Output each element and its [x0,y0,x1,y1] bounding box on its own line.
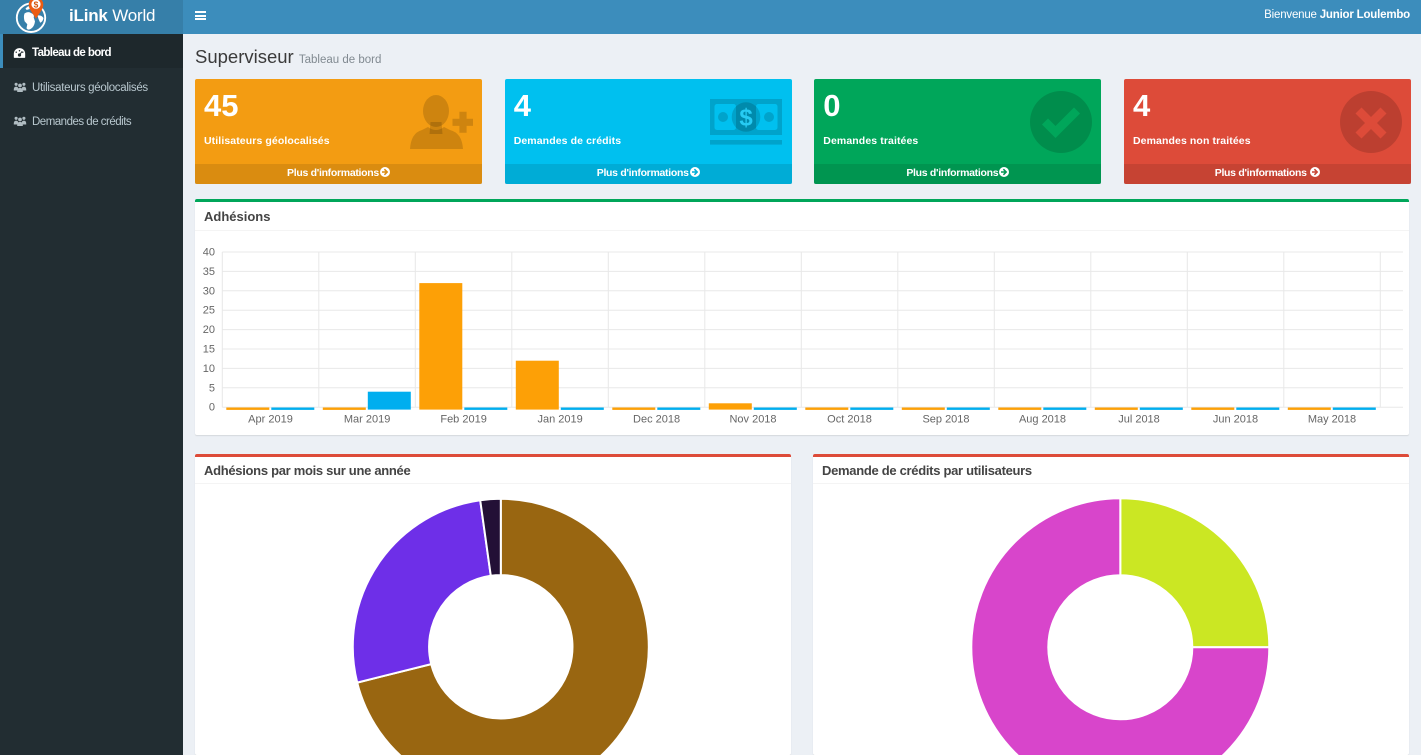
svg-text:$: $ [34,0,39,9]
svg-text:Jul 2018: Jul 2018 [1118,414,1160,426]
svg-text:0: 0 [209,402,215,414]
svg-text:May 2018: May 2018 [1308,414,1356,426]
svg-text:25: 25 [203,305,215,317]
svg-text:5: 5 [209,382,215,394]
svg-text:$: $ [739,104,753,131]
svg-text:20: 20 [203,324,215,336]
svg-text:Oct 2018: Oct 2018 [827,414,872,426]
svg-text:Jan 2019: Jan 2019 [537,414,582,426]
svg-text:Sep 2018: Sep 2018 [922,414,969,426]
svg-text:15: 15 [203,344,215,356]
svg-text:Mar 2019: Mar 2019 [344,414,390,426]
svg-text:Aug 2018: Aug 2018 [1019,414,1066,426]
svg-text:Feb 2019: Feb 2019 [440,414,486,426]
svg-text:10: 10 [203,363,215,375]
svg-text:30: 30 [203,285,215,297]
svg-text:Nov 2018: Nov 2018 [729,414,776,426]
svg-text:35: 35 [203,266,215,278]
svg-text:Jun 2018: Jun 2018 [1213,414,1258,426]
svg-text:Dec 2018: Dec 2018 [633,414,680,426]
svg-text:40: 40 [203,247,215,259]
svg-text:Apr 2019: Apr 2019 [248,414,293,426]
